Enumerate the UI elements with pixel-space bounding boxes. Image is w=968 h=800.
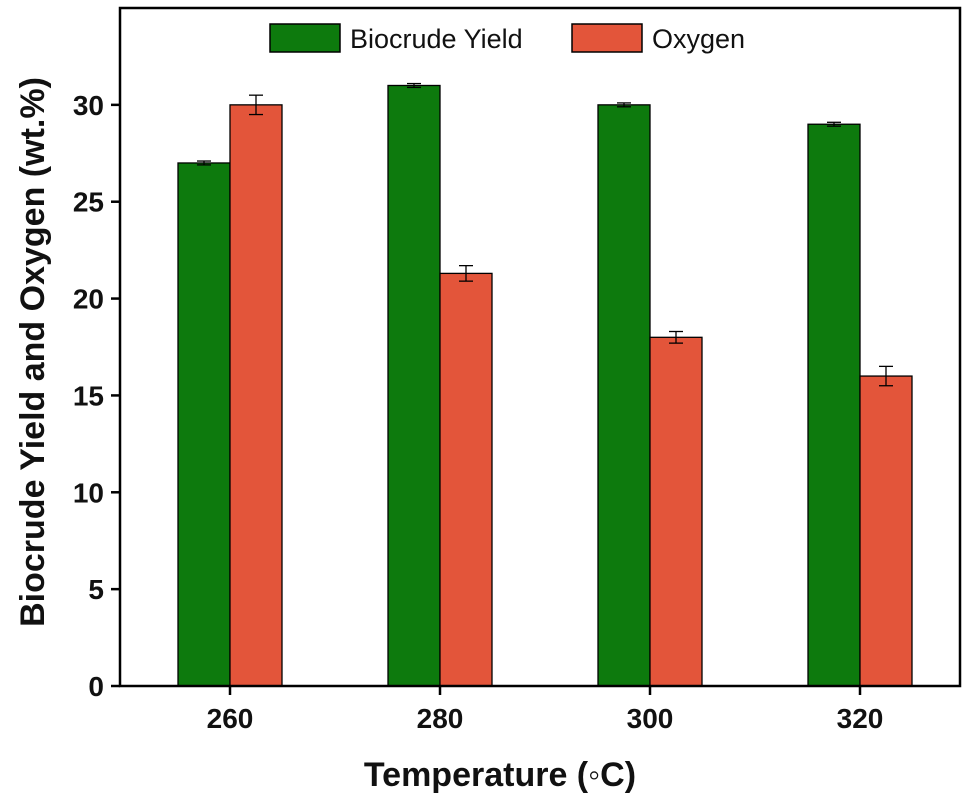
bar-oxygen-280 [439,272,493,687]
legend-swatch-oxygen [571,23,643,53]
y-axis-title: Biocrude Yield and Oxygen (wt.%) [14,77,52,627]
y-tick-label-30: 30 [73,90,104,121]
plot-frame [118,6,962,688]
bar-oxygen-320 [859,375,913,687]
y-tick-label-20: 20 [73,284,104,315]
bar-biocrude-yield-280 [387,84,441,687]
legend-label-oxygen: Oxygen [652,24,745,54]
x-tick-label-300: 300 [627,703,674,734]
bar-biocrude-yield-260 [177,162,231,687]
legend-label-biocrude-yield: Biocrude Yield [350,24,523,54]
error-bar-oxygen-320 [879,365,893,387]
y-tick-label-25: 25 [73,187,104,218]
error-bar-biocrude-yield-260 [197,160,211,166]
bar-biocrude-yield-300 [597,104,651,687]
bar-oxygen-260 [229,104,283,687]
y-tick-label-15: 15 [73,380,104,411]
error-bar-oxygen-280 [459,264,473,282]
error-bar-oxygen-260 [249,94,263,116]
y-tick-label-5: 5 [88,574,104,605]
x-tick-label-260: 260 [207,703,254,734]
x-tick-label-320: 320 [837,703,884,734]
error-bar-biocrude-yield-320 [827,121,841,127]
y-tick-label-0: 0 [88,671,104,702]
legend-swatch-biocrude-yield [269,23,341,53]
x-tick-label-280: 280 [417,703,464,734]
error-bar-biocrude-yield-300 [617,102,631,108]
legend: Biocrude Yield Oxygen [269,23,745,54]
error-bar-oxygen-300 [669,330,683,344]
y-tick-label-10: 10 [73,477,104,508]
bar-biocrude-yield-320 [807,123,861,687]
x-axis-title: Temperature (◦C) [364,756,636,794]
error-bar-biocrude-yield-280 [407,82,421,89]
bar-oxygen-300 [649,336,703,687]
